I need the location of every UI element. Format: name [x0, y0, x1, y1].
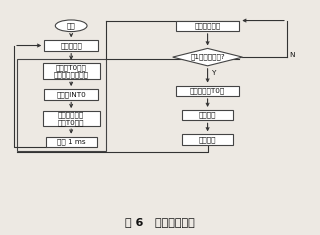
Text: N: N	[289, 52, 294, 58]
Text: 延时 1 ms: 延时 1 ms	[57, 139, 85, 145]
Text: 第1反射波到否?: 第1反射波到否?	[190, 54, 225, 60]
Text: 读取计数器T0值: 读取计数器T0值	[190, 87, 225, 94]
Ellipse shape	[55, 20, 87, 31]
Bar	[43, 111, 100, 126]
Bar	[44, 89, 98, 99]
Text: 计数器T0清零
屏蔽接收电路输人: 计数器T0清零 屏蔽接收电路输人	[54, 64, 89, 78]
Bar	[17, 59, 106, 151]
Text: 开启接收电路: 开启接收电路	[195, 23, 221, 29]
Bar	[44, 40, 98, 51]
Text: 数据处理: 数据处理	[199, 112, 216, 118]
Bar	[43, 63, 100, 79]
Text: 数据显示: 数据显示	[199, 136, 216, 143]
Bar	[182, 110, 233, 120]
Bar	[176, 86, 239, 96]
Text: 图 6   测量程序流程: 图 6 测量程序流程	[125, 217, 195, 227]
Text: 开始: 开始	[67, 23, 76, 29]
Text: 开中断INT0: 开中断INT0	[56, 91, 86, 98]
Polygon shape	[173, 48, 243, 66]
Text: 系统初始化: 系统初始化	[60, 42, 82, 49]
Text: 启动发射信号
启动T0记数: 启动发射信号 启动T0记数	[58, 112, 84, 126]
Bar	[182, 134, 233, 145]
Bar	[176, 20, 239, 31]
Text: Y: Y	[212, 70, 216, 76]
Bar	[46, 137, 97, 147]
